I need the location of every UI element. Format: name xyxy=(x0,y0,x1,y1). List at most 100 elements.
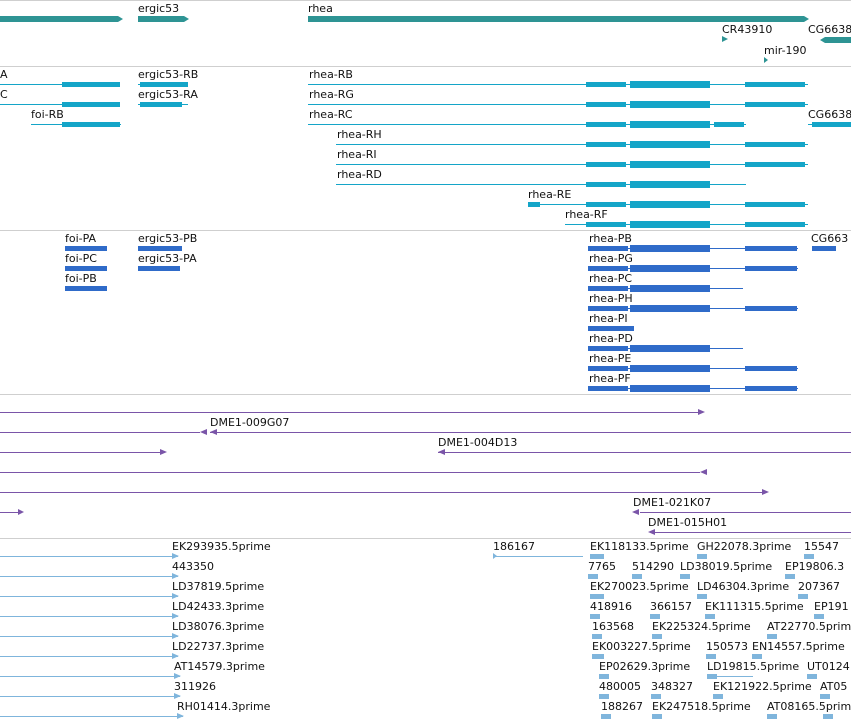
transcript-line[interactable] xyxy=(336,184,746,185)
est-block[interactable] xyxy=(652,714,662,719)
est-block[interactable] xyxy=(599,674,609,679)
clone-label[interactable]: DME1-015H01 xyxy=(648,516,728,529)
est-block[interactable] xyxy=(650,614,660,619)
est-label[interactable]: 163568 xyxy=(592,620,634,633)
est-block[interactable] xyxy=(820,694,830,699)
est-block[interactable] xyxy=(767,714,777,719)
clone-label[interactable]: DME1-004D13 xyxy=(438,436,518,449)
est-block[interactable] xyxy=(767,634,777,639)
est-block[interactable] xyxy=(814,614,824,619)
est-block[interactable] xyxy=(601,714,611,719)
est-line[interactable] xyxy=(0,656,178,657)
est-label[interactable]: AT22770.5prime xyxy=(767,620,851,633)
transcript-label[interactable]: rhea-RG xyxy=(309,88,354,101)
transcript-label[interactable]: rhea-RE xyxy=(528,188,572,201)
est-block[interactable] xyxy=(632,574,642,579)
est-block[interactable] xyxy=(590,554,604,559)
est-block[interactable] xyxy=(705,614,715,619)
transcript-line[interactable] xyxy=(0,84,120,85)
protein-label[interactable]: rhea-PB xyxy=(589,232,632,245)
est-label[interactable]: GH22078.3prime xyxy=(697,540,792,553)
transcript-label[interactable]: A xyxy=(0,68,8,81)
clone-line[interactable] xyxy=(438,452,851,453)
transcript-label[interactable]: ergic53-RB xyxy=(138,68,199,81)
est-line[interactable] xyxy=(0,596,178,597)
transcript-line[interactable] xyxy=(0,104,120,105)
est-block[interactable] xyxy=(652,634,662,639)
transcript-line[interactable] xyxy=(308,104,808,105)
est-label[interactable]: 480005 xyxy=(599,680,641,693)
est-block[interactable] xyxy=(680,574,690,579)
transcript-line[interactable] xyxy=(336,144,808,145)
est-label[interactable]: EK225324.5prime xyxy=(652,620,751,633)
protein-label[interactable]: ergic53-PA xyxy=(138,252,197,265)
est-label[interactable]: 188267 xyxy=(601,700,643,713)
est-block[interactable] xyxy=(592,634,602,639)
gene-bar[interactable] xyxy=(0,16,118,22)
clone-line[interactable] xyxy=(0,452,160,453)
clone-line[interactable] xyxy=(0,432,200,433)
est-label[interactable]: LD19815.5prime xyxy=(707,660,800,673)
est-label[interactable]: EP191 xyxy=(814,600,849,613)
est-block[interactable] xyxy=(823,714,833,719)
protein-label[interactable]: rhea-PC xyxy=(589,272,633,285)
transcript-label[interactable]: foi-RB xyxy=(31,108,64,121)
protein-label[interactable]: foi-PB xyxy=(65,272,97,285)
est-block[interactable] xyxy=(697,594,707,599)
est-label[interactable]: EK247518.5prime xyxy=(652,700,751,713)
est-line[interactable] xyxy=(0,616,178,617)
clone-line[interactable] xyxy=(0,412,698,413)
clone-line[interactable] xyxy=(0,492,762,493)
protein-label[interactable]: rhea-PH xyxy=(589,292,633,305)
est-label[interactable]: LD46304.3prime xyxy=(697,580,790,593)
est-label[interactable]: UT0124 xyxy=(807,660,850,673)
est-label[interactable]: 514290 xyxy=(632,560,674,573)
clone-label[interactable]: DME1-009G07 xyxy=(210,416,290,429)
transcript-label[interactable]: C xyxy=(0,88,8,101)
est-block[interactable] xyxy=(798,594,808,599)
transcript-label[interactable]: rhea-RC xyxy=(309,108,353,121)
est-label[interactable]: LD37819.5prime xyxy=(172,580,265,593)
transcript-label[interactable]: rhea-RB xyxy=(309,68,353,81)
protein-feature[interactable] xyxy=(138,246,182,251)
est-line[interactable] xyxy=(0,716,183,717)
gene-bar[interactable] xyxy=(308,16,804,22)
est-label[interactable]: 7765 xyxy=(588,560,616,573)
protein-feature[interactable] xyxy=(745,306,797,311)
est-line[interactable] xyxy=(0,556,178,557)
est-line[interactable] xyxy=(0,636,178,637)
gene-bar[interactable] xyxy=(825,37,851,43)
est-label[interactable]: EK270023.5prime xyxy=(590,580,689,593)
est-block[interactable] xyxy=(588,574,598,579)
transcript-label[interactable]: ergic53-RA xyxy=(138,88,198,101)
est-label[interactable]: EK118133.5prime xyxy=(590,540,689,553)
est-label[interactable]: 207367 xyxy=(798,580,840,593)
clone-line[interactable] xyxy=(655,532,851,533)
est-block[interactable] xyxy=(599,694,609,699)
est-label[interactable]: EN14557.5prime xyxy=(752,640,845,653)
est-label[interactable]: LD38076.3prime xyxy=(172,620,265,633)
transcript-label[interactable]: rhea-RF xyxy=(565,208,608,221)
est-line[interactable] xyxy=(0,676,180,677)
est-label[interactable]: 348327 xyxy=(651,680,693,693)
est-label[interactable]: EK121922.5prime xyxy=(713,680,812,693)
est-block[interactable] xyxy=(785,574,795,579)
gene-strand-arrow-icon[interactable] xyxy=(722,36,728,42)
est-label[interactable]: 366157 xyxy=(650,600,692,613)
est-line[interactable] xyxy=(0,696,180,697)
est-block[interactable] xyxy=(713,694,723,699)
est-label[interactable]: AT14579.3prime xyxy=(174,660,265,673)
est-line[interactable] xyxy=(0,576,178,577)
transcript-line[interactable] xyxy=(308,124,746,125)
est-label[interactable]: AT08165.5prime xyxy=(767,700,851,713)
gene-label[interactable]: rhea xyxy=(308,2,333,15)
est-block[interactable] xyxy=(590,594,604,599)
est-label[interactable]: EP19806.3 xyxy=(785,560,845,573)
est-label[interactable]: LD38019.5prime xyxy=(680,560,773,573)
protein-feature[interactable] xyxy=(745,266,797,271)
clone-label[interactable]: DME1-021K07 xyxy=(633,496,712,509)
est-label[interactable]: EK111315.5prime xyxy=(705,600,804,613)
est-label[interactable]: LD22737.3prime xyxy=(172,640,265,653)
est-block[interactable] xyxy=(752,654,762,659)
protein-feature[interactable] xyxy=(138,266,180,271)
